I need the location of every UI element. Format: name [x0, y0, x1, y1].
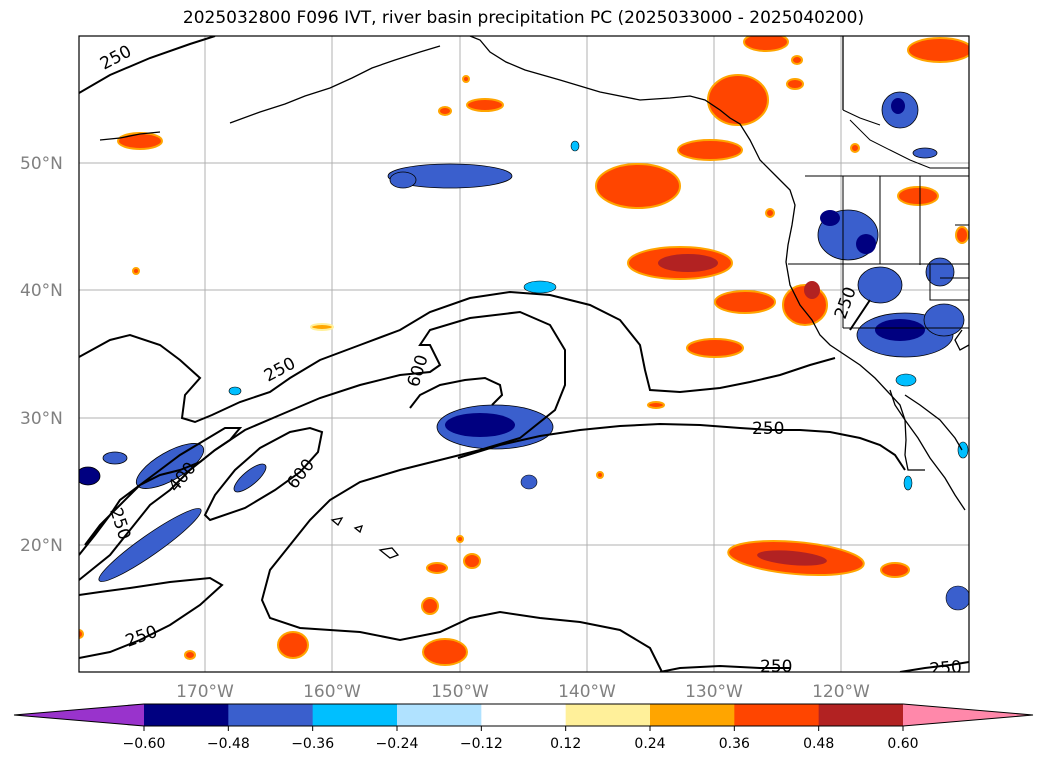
colorbar-tick-label: −0.48	[207, 736, 250, 752]
colorbar-tick-label: −0.60	[123, 736, 166, 752]
colorbar-tick-label: 0.60	[887, 736, 918, 752]
colorbar-segment	[144, 704, 229, 726]
colorbar-tick-label: −0.24	[376, 736, 419, 752]
colorbar: −0.60 −0.48 −0.36 −0.24 −0.12 0.12 0.24 0.36 0.4…	[13, 703, 1034, 752]
colorbar-segment	[650, 704, 735, 726]
lon-label: 120°W	[812, 682, 870, 702]
lon-label: 150°W	[431, 682, 489, 702]
lat-label: 40°N	[20, 281, 63, 301]
contour-label: 250	[752, 419, 784, 439]
positive-anomaly-regions	[79, 36, 969, 666]
colorbar-tick-label: 0.12	[550, 736, 581, 752]
lon-label: 170°W	[176, 682, 234, 702]
coastlines	[99, 36, 969, 559]
ivt-contours	[79, 36, 969, 672]
colorbar-tick-label: 0.36	[719, 736, 750, 752]
colorbar-tick-label: −0.12	[460, 736, 503, 752]
contour-label: 250	[760, 657, 792, 677]
longitude-labels: 170°W 160°W 150°W 140°W 130°W 120°W	[176, 682, 870, 702]
latitude-labels: 50°N 40°N 30°N 20°N	[20, 154, 63, 556]
map-frame	[78, 35, 970, 673]
lon-label: 130°W	[685, 682, 743, 702]
colorbar-segment	[818, 704, 904, 726]
map-title: 2025032800 F096 IVT, river basin precipi…	[182, 8, 865, 28]
lat-label: 20°N	[20, 536, 63, 556]
colorbar-segment	[481, 704, 567, 726]
colorbar-extension-low	[14, 704, 144, 726]
colorbar-tick-label: 0.48	[803, 736, 834, 752]
lat-label: 50°N	[20, 154, 63, 174]
lon-label: 160°W	[303, 682, 361, 702]
colorbar-segment	[734, 704, 820, 726]
contour-label: 250	[929, 657, 963, 680]
political-borders	[788, 109, 969, 329]
colorbar-tick-label: 0.24	[634, 736, 665, 752]
lon-label: 140°W	[558, 682, 616, 702]
colorbar-segment	[397, 704, 482, 726]
lat-label: 30°N	[20, 409, 63, 429]
colorbar-segment	[228, 704, 314, 726]
negative-anomaly-regions	[79, 91, 969, 611]
colorbar-segment	[312, 704, 398, 726]
colorbar-segment	[565, 704, 651, 726]
map-background	[79, 36, 969, 672]
colorbar-extension-high	[903, 704, 1033, 726]
colorbar-tick-label: −0.36	[291, 736, 334, 752]
